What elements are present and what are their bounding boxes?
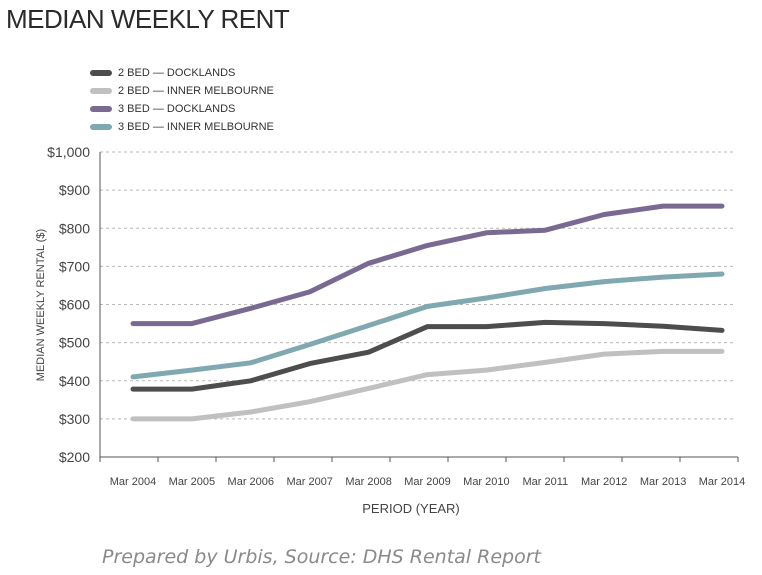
legend-swatch bbox=[90, 88, 112, 94]
legend-swatch bbox=[90, 70, 112, 76]
legend: 2 BED — DOCKLANDS 2 BED — INNER MELBOURNE… bbox=[90, 64, 274, 136]
y-tick-label: $700 bbox=[59, 258, 90, 274]
legend-label: 3 BED — DOCKLANDS bbox=[118, 103, 236, 115]
x-axis-label: PERIOD (YEAR) bbox=[362, 501, 460, 516]
y-tick-labels: $200 $300 $400 $500 $600 $700 $800 $900 $1,000 bbox=[47, 144, 90, 465]
y-tick-label: $300 bbox=[59, 411, 90, 427]
series-line-4 bbox=[130, 271, 725, 380]
legend-swatch bbox=[90, 124, 112, 130]
y-axis-label: MEDIAN WEEKLY RENTAL ($) bbox=[35, 229, 47, 381]
y-tick-label: $600 bbox=[59, 297, 90, 313]
x-tick-label: Mar 2004 bbox=[110, 476, 156, 488]
legend-item: 3 BED — DOCKLANDS bbox=[90, 100, 274, 118]
x-tick-label: Mar 2014 bbox=[699, 476, 745, 488]
chart-title: MEDIAN WEEKLY RENT bbox=[6, 4, 290, 34]
x-tick-label: Mar 2013 bbox=[640, 476, 686, 488]
legend-item: 2 BED — INNER MELBOURNE bbox=[90, 82, 274, 100]
x-tick-label: Mar 2010 bbox=[463, 476, 509, 488]
series-line-1 bbox=[130, 319, 725, 392]
x-tick-label: Mar 2005 bbox=[169, 476, 215, 488]
x-tick-label: Mar 2011 bbox=[522, 476, 568, 488]
legend-label: 2 BED — INNER MELBOURNE bbox=[118, 85, 274, 97]
axes bbox=[99, 152, 739, 462]
x-tick-label: Mar 2006 bbox=[228, 476, 274, 488]
y-tick-label: $500 bbox=[59, 335, 90, 351]
series-line-2 bbox=[130, 348, 725, 422]
x-tick-label: Mar 2009 bbox=[404, 476, 450, 488]
y-tick-label: $1,000 bbox=[47, 144, 90, 160]
legend-item: 2 BED — DOCKLANDS bbox=[90, 64, 274, 82]
x-tick-label: Mar 2007 bbox=[286, 476, 332, 488]
y-tick-label: $800 bbox=[59, 220, 90, 236]
grid-lines bbox=[100, 151, 735, 420]
source-note: Prepared by Urbis, Source: DHS Rental Re… bbox=[102, 546, 541, 568]
legend-label: 3 BED — INNER MELBOURNE bbox=[118, 121, 274, 133]
x-tick-labels: Mar 2004 Mar 2005 Mar 2006 Mar 2007 Mar 2008… bbox=[110, 476, 745, 488]
series-line-3 bbox=[130, 203, 725, 327]
y-tick-label: $400 bbox=[59, 373, 90, 389]
y-tick-label: $900 bbox=[59, 182, 90, 198]
legend-swatch bbox=[90, 106, 112, 112]
x-tick-label: Mar 2008 bbox=[345, 476, 391, 488]
legend-item: 3 BED — INNER MELBOURNE bbox=[90, 118, 274, 136]
legend-label: 2 BED — DOCKLANDS bbox=[118, 67, 236, 79]
y-tick-label: $200 bbox=[59, 449, 90, 465]
x-tick-label: Mar 2012 bbox=[581, 476, 627, 488]
series-lines bbox=[130, 203, 725, 422]
